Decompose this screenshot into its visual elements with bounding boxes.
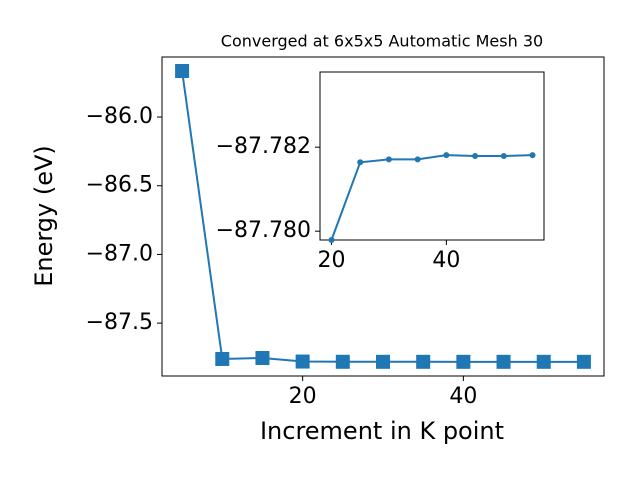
marker: [536, 354, 551, 369]
marker: [335, 354, 350, 369]
marker: [215, 351, 230, 366]
marker: [500, 153, 507, 159]
marker: [385, 156, 392, 163]
chart-title: Converged at 6x5x5 Automatic Mesh 30: [221, 32, 543, 51]
marker: [414, 156, 421, 163]
marker: [443, 152, 450, 159]
marker: [416, 354, 431, 369]
marker: [472, 153, 479, 159]
marker: [255, 351, 270, 366]
marker: [456, 354, 471, 369]
marker: [496, 354, 511, 369]
y-tick-label: −87.5: [86, 310, 153, 335]
y-tick-label: −87.780: [216, 218, 311, 243]
x-tick-label: 20: [317, 248, 345, 273]
data-line: [330, 154, 533, 241]
marker: [529, 152, 536, 159]
y-tick-label: −87.782: [216, 134, 311, 159]
x-tick-label: 40: [432, 248, 460, 273]
y-tick-label: −86.5: [86, 173, 153, 198]
marker: [328, 237, 335, 243]
marker: [357, 159, 364, 166]
marker: [175, 64, 190, 79]
y-axis-label: Energy (eV): [30, 145, 58, 287]
marker: [295, 354, 310, 369]
y-tick-label: −86.0: [86, 104, 153, 129]
marker: [376, 354, 390, 369]
marker: [576, 354, 591, 369]
x-axis-label: Increment in K point: [260, 417, 504, 445]
y-tick-label: −87.0: [86, 241, 153, 266]
x-tick-label: 40: [449, 384, 477, 409]
x-tick-label: 20: [289, 384, 317, 409]
